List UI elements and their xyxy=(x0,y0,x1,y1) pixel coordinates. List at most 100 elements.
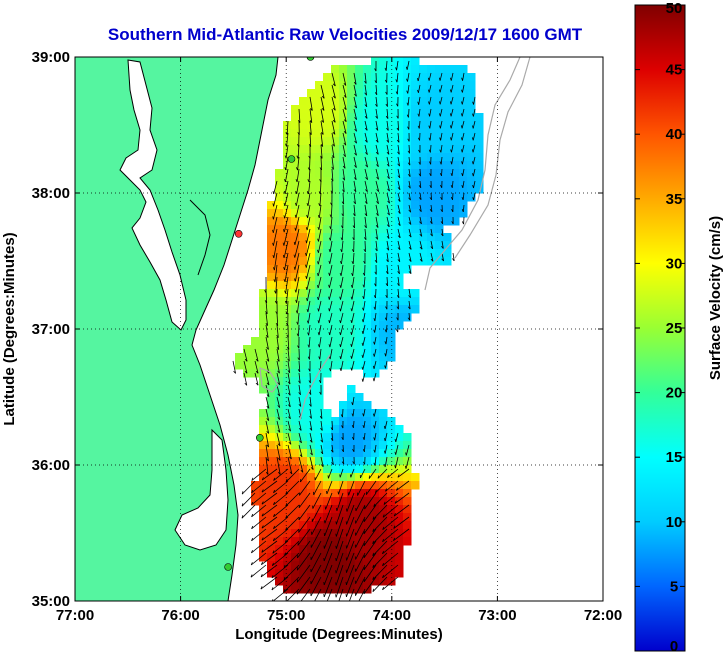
velocity-cell xyxy=(379,105,388,114)
velocity-cell xyxy=(251,361,260,370)
velocity-cell xyxy=(355,233,364,242)
velocity-arrow-head xyxy=(373,425,375,429)
velocity-arrow xyxy=(364,216,367,228)
velocity-cell xyxy=(339,449,348,458)
velocity-cell xyxy=(315,409,324,418)
velocity-cell xyxy=(275,433,284,442)
velocity-cell xyxy=(403,249,412,258)
velocity-arrow xyxy=(342,180,345,193)
velocity-arrow-head xyxy=(317,332,320,336)
velocity-cell xyxy=(475,185,484,194)
velocity-cell xyxy=(379,201,388,210)
velocity-cell xyxy=(347,321,356,330)
velocity-arrow xyxy=(310,540,322,561)
velocity-cell xyxy=(347,297,356,306)
velocity-arrow-head xyxy=(408,259,412,262)
velocity-arrow xyxy=(382,564,399,579)
velocity-cell xyxy=(347,489,356,498)
velocity-cell xyxy=(427,113,436,122)
velocity-arrow xyxy=(352,396,355,406)
velocity-arrow-head xyxy=(350,319,353,324)
velocity-arrow xyxy=(377,468,388,479)
velocity-cell xyxy=(243,361,252,370)
velocity-cell xyxy=(435,105,444,114)
velocity-arrow-head xyxy=(384,450,386,454)
velocity-arrow-head xyxy=(374,271,377,275)
velocity-cell xyxy=(427,137,436,146)
velocity-cell xyxy=(387,553,396,562)
velocity-arrow-head xyxy=(383,464,386,468)
velocity-arrow xyxy=(418,108,421,117)
velocity-cell xyxy=(419,65,428,74)
velocity-cell xyxy=(355,529,364,538)
velocity-cell xyxy=(323,577,332,586)
velocity-cell xyxy=(339,361,348,370)
velocity-arrow xyxy=(317,252,322,265)
velocity-arrow xyxy=(386,132,389,143)
velocity-cell xyxy=(371,105,380,114)
velocity-cell xyxy=(355,273,364,282)
velocity-arrow-head xyxy=(332,119,336,123)
velocity-cell xyxy=(315,377,324,386)
velocity-cell xyxy=(387,505,396,514)
velocity-arrow xyxy=(261,528,278,541)
velocity-cell xyxy=(355,225,364,234)
velocity-arrow-head xyxy=(272,550,275,554)
velocity-cell xyxy=(379,281,388,290)
velocity-cell xyxy=(403,513,412,522)
velocity-arrow xyxy=(419,204,422,212)
velocity-arrow xyxy=(310,564,322,585)
velocity-arrow xyxy=(335,564,344,586)
velocity-cell xyxy=(379,161,388,170)
velocity-cell xyxy=(283,497,292,506)
velocity-cell xyxy=(323,273,332,282)
velocity-cell xyxy=(291,337,300,346)
velocity-arrow-head xyxy=(461,113,463,117)
velocity-cell xyxy=(435,73,444,82)
velocity-arrow xyxy=(314,588,322,601)
velocity-arrow-head xyxy=(244,370,248,374)
velocity-arrow xyxy=(419,240,423,250)
velocity-arrow xyxy=(276,336,280,350)
velocity-cell xyxy=(355,161,364,170)
velocity-cell xyxy=(347,393,356,402)
velocity-arrow xyxy=(309,348,311,360)
velocity-arrow xyxy=(251,516,267,530)
velocity-arrow-head xyxy=(282,242,285,246)
velocity-arrow xyxy=(283,552,300,569)
velocity-arrow-head xyxy=(284,300,287,304)
velocity-arrow xyxy=(318,324,322,336)
velocity-arrow xyxy=(353,144,357,156)
velocity-arrow xyxy=(362,312,366,323)
velocity-cell xyxy=(403,433,412,442)
velocity-cell xyxy=(331,561,340,570)
velocity-arrow xyxy=(472,168,476,177)
velocity-arrow xyxy=(352,264,355,276)
velocity-cell xyxy=(259,297,268,306)
velocity-arrow-head xyxy=(329,226,332,230)
velocity-cell xyxy=(347,345,356,354)
velocity-arrow xyxy=(374,312,377,322)
velocity-arrow-head xyxy=(352,225,355,229)
velocity-cell xyxy=(411,73,420,82)
velocity-arrow-head xyxy=(376,164,379,167)
velocity-arrow xyxy=(265,372,270,386)
velocity-arrow-head xyxy=(364,116,368,119)
velocity-cell xyxy=(379,433,388,442)
velocity-arrow-head xyxy=(297,345,300,349)
velocity-arrow xyxy=(363,276,366,288)
velocity-arrow xyxy=(385,60,388,71)
velocity-cell xyxy=(411,297,420,306)
velocity-cell xyxy=(379,465,388,474)
velocity-arrow-head xyxy=(384,341,387,345)
velocity-cell xyxy=(331,185,340,194)
velocity-arrow-head xyxy=(328,260,331,264)
velocity-arrow-head xyxy=(261,525,264,529)
velocity-cell xyxy=(315,569,324,578)
velocity-arrow xyxy=(386,276,388,286)
velocity-arrow-head xyxy=(450,184,453,188)
velocity-arrow xyxy=(298,108,301,123)
velocity-cell xyxy=(315,585,324,594)
velocity-arrow-head xyxy=(396,127,399,131)
velocity-cell xyxy=(355,97,364,106)
